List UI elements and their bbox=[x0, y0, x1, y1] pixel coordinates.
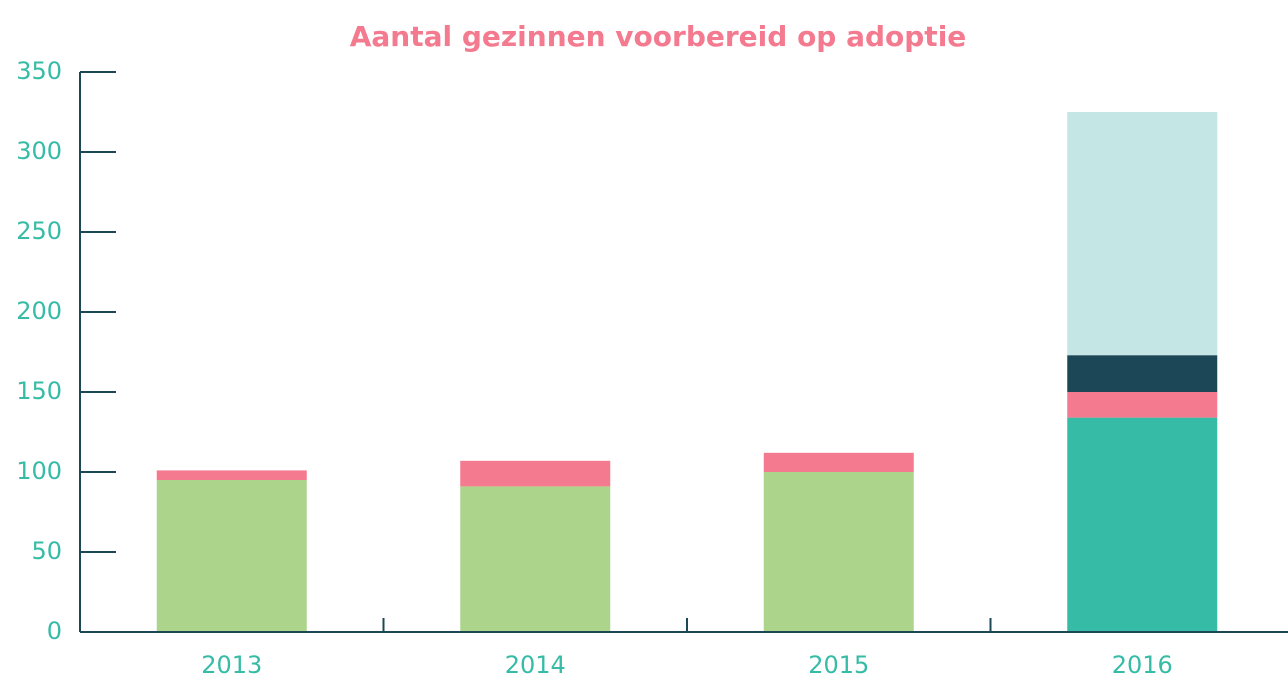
bar-segment bbox=[156, 480, 307, 632]
x-tick-label: 2016 bbox=[1112, 651, 1173, 679]
chart-title: Aantal gezinnen voorbereid op adoptie bbox=[350, 20, 967, 53]
y-tick-label: 200 bbox=[16, 297, 62, 325]
bar-segment bbox=[156, 470, 307, 480]
bar-segment bbox=[1067, 392, 1218, 418]
bar-segment bbox=[1067, 417, 1218, 632]
x-tick-label: 2013 bbox=[201, 651, 262, 679]
bar-segment bbox=[763, 472, 914, 632]
bar-segment bbox=[460, 486, 611, 632]
y-tick-label: 300 bbox=[16, 137, 62, 165]
bar-segment bbox=[460, 460, 611, 487]
x-tick-label: 2015 bbox=[808, 651, 869, 679]
y-tick-label: 150 bbox=[16, 377, 62, 405]
y-tick-label: 50 bbox=[31, 537, 62, 565]
bar-segment bbox=[1067, 112, 1218, 356]
x-tick-label: 2014 bbox=[505, 651, 566, 679]
y-tick-label: 0 bbox=[47, 617, 62, 645]
bar-segment bbox=[763, 452, 914, 472]
y-tick-label: 100 bbox=[16, 457, 62, 485]
y-tick-label: 350 bbox=[16, 57, 62, 85]
y-tick-label: 250 bbox=[16, 217, 62, 245]
bar-segment bbox=[1067, 355, 1218, 392]
